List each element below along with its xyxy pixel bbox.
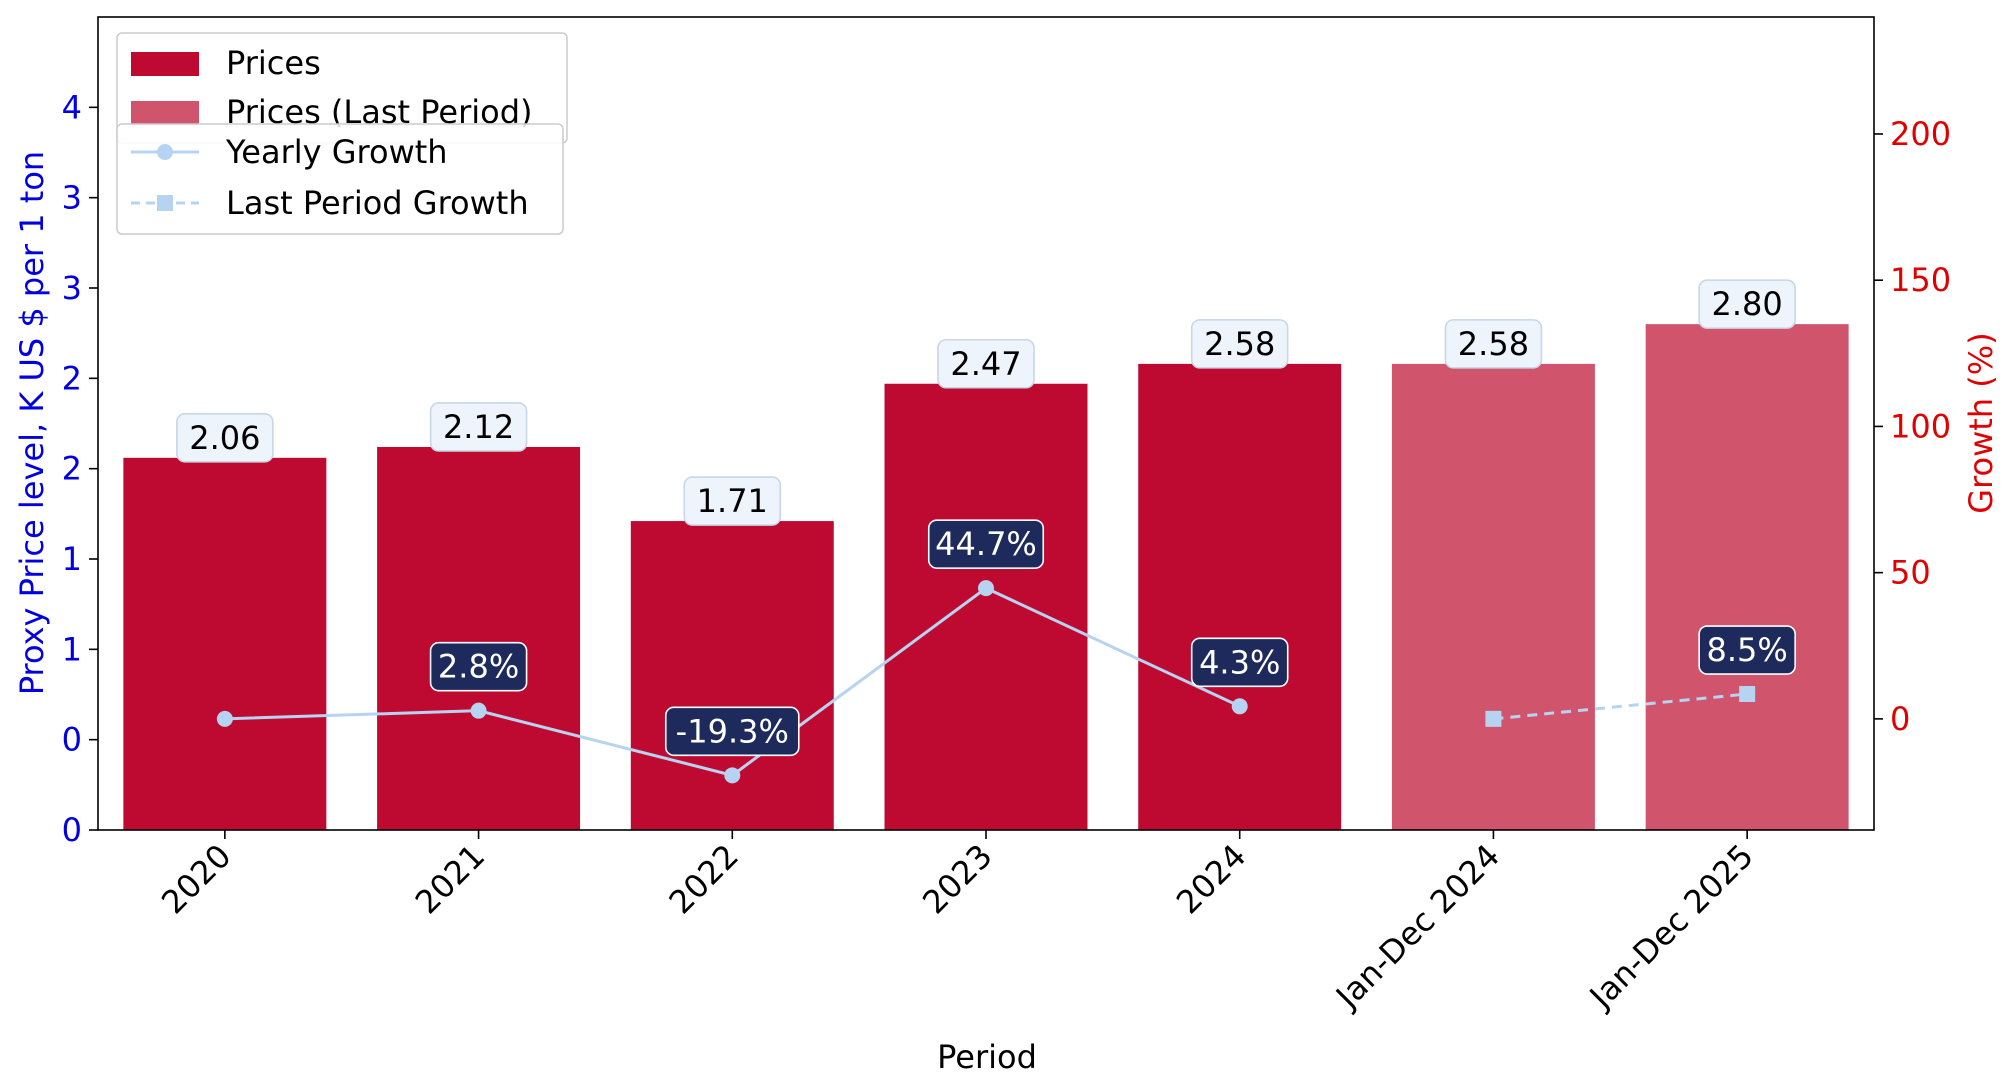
bar-value-label-box (1698, 279, 1796, 329)
growth-value-label: 8.5% (1698, 625, 1796, 675)
y-right-tick-label: 50 (1890, 554, 1931, 592)
price-bar (1138, 363, 1342, 830)
y-left-tick-label: 1 (62, 540, 82, 578)
last-period-growth-line (1493, 692, 1748, 721)
growth-value-label: -19.3% (664, 706, 800, 757)
growth-value-label: 4.3% (1190, 637, 1289, 688)
legend-last-period-swatch (131, 101, 199, 125)
bar-value-label-box (937, 338, 1035, 389)
bar-value-label: 1.71 (683, 476, 782, 526)
growth-value-label-text: -19.3% (676, 712, 789, 750)
legend-lines-box (116, 123, 564, 235)
y-left-tick-label: 3 (62, 269, 82, 307)
y-axis-right-title: Growth (%) (1962, 332, 2000, 513)
yearly-growth-point (978, 580, 994, 597)
legend-yearly-growth-label: Yearly Growth (225, 133, 448, 171)
yearly-growth-point (216, 710, 233, 727)
y-left-tick-label: 0 (62, 721, 82, 759)
last-period-bar (1391, 363, 1595, 830)
bar-value-label: 2.58 (1444, 319, 1543, 369)
bars-layer (123, 324, 1849, 830)
y-left-tick-label: 3 (62, 179, 82, 217)
last-period-growth-point (1739, 686, 1756, 703)
legend-prices-swatch (131, 52, 199, 76)
legend-last-period-growth-marker (157, 195, 173, 211)
legend-last-period-growth-label: Last Period Growth (226, 184, 529, 222)
bar-value-label: 2.12 (429, 402, 528, 452)
price-bar (123, 457, 327, 830)
growth-value-label-box (429, 641, 528, 692)
growth-value-label: 44.7% (927, 519, 1045, 569)
bar-value-label-text: 2.06 (189, 419, 260, 457)
growth-value-label-box (927, 519, 1045, 569)
bar-value-label: 2.58 (1190, 319, 1289, 369)
bar-value-label: 2.06 (176, 413, 274, 463)
price-bar (377, 446, 581, 830)
price-bar (884, 383, 1088, 830)
bar-value-label: 2.80 (1698, 279, 1796, 329)
bar-value-label-box (1444, 319, 1543, 369)
bar-value-label-box (683, 476, 782, 526)
growth-value-label: 2.8% (429, 641, 528, 692)
y-left-tick-label: 4 (62, 88, 82, 126)
growth-value-label-box (664, 706, 800, 757)
y-right-tick-label: 0 (1890, 700, 1910, 738)
y-right-tick-label: 200 (1890, 115, 1951, 153)
growth-value-label-text: 2.8% (438, 648, 519, 686)
growth-value-label-text: 44.7% (935, 525, 1037, 563)
last-period-growth-point (1485, 710, 1502, 727)
bar-value-label-text: 2.58 (1204, 325, 1275, 363)
growth-value-label-box (1190, 637, 1289, 688)
bar-value-label-text: 2.12 (443, 408, 514, 446)
bar-value-label: 2.47 (937, 338, 1035, 389)
growth-value-label-text: 8.5% (1706, 631, 1787, 669)
price-bar (630, 521, 834, 830)
bar-value-label-text: 2.47 (950, 345, 1021, 383)
labels-layer: 2.06 2.12 1.71 2.47 2.58 2.58 2.80 2.8% -19.3% 44… (176, 279, 1796, 757)
yearly-growth-point (724, 767, 741, 784)
growth-value-label-box (1698, 625, 1796, 675)
last-period-bar (1645, 324, 1849, 830)
legend-lines: Yearly Growth Last Period Growth (116, 123, 564, 235)
bar-value-label-box (176, 413, 274, 463)
y-left-tick-label: 0 (62, 811, 82, 849)
yearly-growth-point (1231, 698, 1248, 715)
yearly-growth-point (470, 702, 487, 719)
bar-value-label-text: 2.58 (1458, 325, 1529, 363)
y-axis-left-title: Proxy Price level, K US $ per 1 ton (13, 151, 51, 695)
y-right-tick-label: 100 (1890, 407, 1951, 445)
lines-layer (216, 580, 1756, 784)
y-left-tick-label: 1 (62, 630, 82, 668)
x-axis-title: Period (937, 1038, 1037, 1076)
bar-value-label-text: 1.71 (697, 482, 768, 520)
bar-value-label-box (1190, 319, 1289, 369)
bar-value-label-box (429, 402, 528, 452)
legend-prices-label: Prices (226, 44, 321, 82)
y-right-tick-label: 150 (1890, 261, 1951, 299)
growth-value-label-text: 4.3% (1199, 643, 1280, 681)
y-left-tick-label: 2 (62, 359, 82, 397)
y-left-tick-label: 2 (62, 450, 82, 488)
bar-value-label-text: 2.80 (1712, 285, 1783, 323)
legend-yearly-growth-marker (157, 144, 173, 160)
